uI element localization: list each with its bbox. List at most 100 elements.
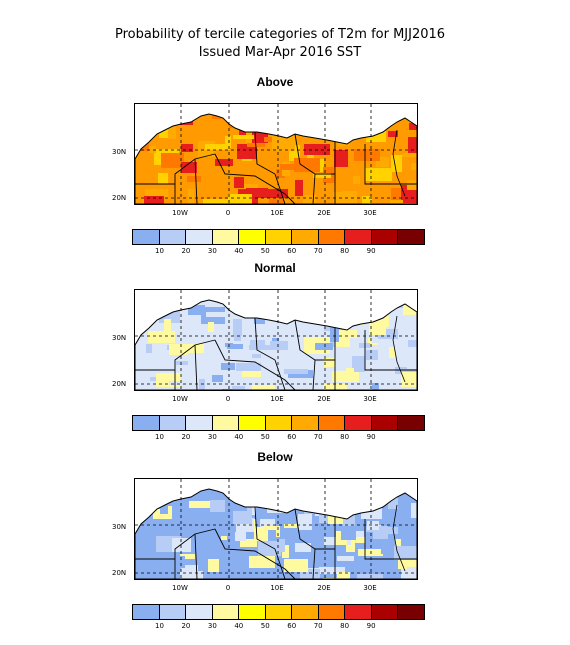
sea-area <box>397 104 417 120</box>
probability-cell <box>398 557 407 569</box>
country-border <box>274 359 286 390</box>
colorbar-label: 60 <box>287 433 297 441</box>
colorbar-swatch <box>371 416 399 430</box>
probability-cell <box>401 372 417 387</box>
probability-cell <box>227 344 243 349</box>
colorbar-label: 80 <box>340 622 350 630</box>
lon-label-30e: 30E <box>363 584 377 592</box>
probability-cell <box>385 527 398 534</box>
lat-label-20n: 20N <box>112 194 127 202</box>
colorbar-swatch <box>345 416 372 430</box>
probability-cell <box>212 375 223 382</box>
probability-cell <box>403 303 417 315</box>
probability-cell <box>269 194 284 204</box>
sea-area <box>397 290 417 306</box>
colorbar-label: 90 <box>366 433 376 441</box>
colorbar-swatch <box>318 416 346 430</box>
lat-label-30n: 30N <box>112 523 127 531</box>
colorbar-label: 60 <box>287 247 297 255</box>
figure-title: Probability of tercile categories of T2m… <box>114 27 446 42</box>
probability-cell <box>169 344 191 355</box>
probability-cell <box>362 196 372 204</box>
probability-cell <box>266 189 288 198</box>
panel-normal: Normal 30N 20N 10W 0 10E 20E 30E 10 20 30 4… <box>112 261 440 441</box>
probability-cell <box>411 163 417 170</box>
colorbar-swatch <box>318 230 346 244</box>
colorbar-swatch <box>371 230 399 244</box>
colorbar-label: 20 <box>181 622 191 630</box>
probability-cell <box>138 141 149 151</box>
probability-cell <box>181 565 198 571</box>
probability-cell <box>353 176 360 184</box>
probability-map <box>134 103 418 205</box>
probability-cell <box>172 556 185 568</box>
red-sea-coast <box>392 504 406 572</box>
colorbar-label: 80 <box>340 433 350 441</box>
probability-cell <box>144 528 161 538</box>
probability-cell <box>180 571 203 579</box>
probability-cell <box>365 168 392 181</box>
country-border <box>294 133 335 175</box>
probability-cell <box>240 539 257 547</box>
panel-above: Above 30N 20N 10W 0 10E 20E 30E 10 20 30 40… <box>112 75 440 255</box>
colorbar-swatch <box>212 416 240 430</box>
probability-cell <box>144 196 164 204</box>
country-border <box>174 153 216 204</box>
probability-cell <box>284 369 308 374</box>
probability-cell <box>391 155 402 172</box>
probability-cell <box>372 383 379 390</box>
probability-cell <box>324 358 335 367</box>
colorbar-swatch <box>159 416 187 430</box>
lon-label-20e: 20E <box>317 395 331 403</box>
lon-label-30e: 30E <box>363 395 377 403</box>
country-border <box>294 319 335 361</box>
colorbar-swatch <box>159 230 187 244</box>
probability-cell <box>307 308 331 319</box>
probability-cell <box>252 385 275 390</box>
probability-cell <box>341 529 356 540</box>
probability-cell <box>236 363 261 371</box>
probability-cell <box>286 333 304 340</box>
map-canvas <box>135 479 417 579</box>
colorbar-label: 60 <box>287 622 297 630</box>
probability-map <box>134 289 418 391</box>
lat-label-30n: 30N <box>112 334 127 342</box>
country-border <box>274 173 286 204</box>
country-border <box>364 519 417 560</box>
colorbar-label: 90 <box>366 622 376 630</box>
probability-cell <box>357 574 383 579</box>
probability-cell <box>298 514 312 530</box>
probability-cell <box>233 507 252 524</box>
probability-cell <box>181 144 193 152</box>
colorbar-swatch <box>265 605 293 619</box>
probability-cell <box>381 546 406 554</box>
probability-cell <box>205 303 213 308</box>
country-border <box>254 506 276 550</box>
probability-cell <box>233 135 254 139</box>
probability-cell <box>402 153 417 157</box>
probability-cell <box>146 344 152 353</box>
colorbar <box>132 415 425 431</box>
probability-cell <box>312 490 324 506</box>
colorbar-swatch <box>398 230 425 244</box>
probability-cell <box>337 572 350 579</box>
probability-cell <box>169 381 186 385</box>
probability-cell <box>378 329 398 339</box>
lat-label-20n: 20N <box>112 380 127 388</box>
probability-cell <box>358 549 383 556</box>
colorbar-swatch <box>239 230 266 244</box>
panel-title: Above <box>256 75 294 89</box>
colorbar-label: 40 <box>234 247 244 255</box>
probability-cell <box>159 124 170 138</box>
country-border <box>294 508 335 550</box>
probability-cell <box>304 144 330 155</box>
sea-area <box>235 104 305 128</box>
lon-label-30e: 30E <box>363 209 377 217</box>
country-border <box>194 344 198 390</box>
probability-cell <box>321 509 343 513</box>
sea-area <box>315 104 385 128</box>
probability-cell <box>251 324 269 341</box>
lat-label-30n: 30N <box>112 148 127 156</box>
probability-cell <box>203 199 230 204</box>
lon-label-20e: 20E <box>317 584 331 592</box>
